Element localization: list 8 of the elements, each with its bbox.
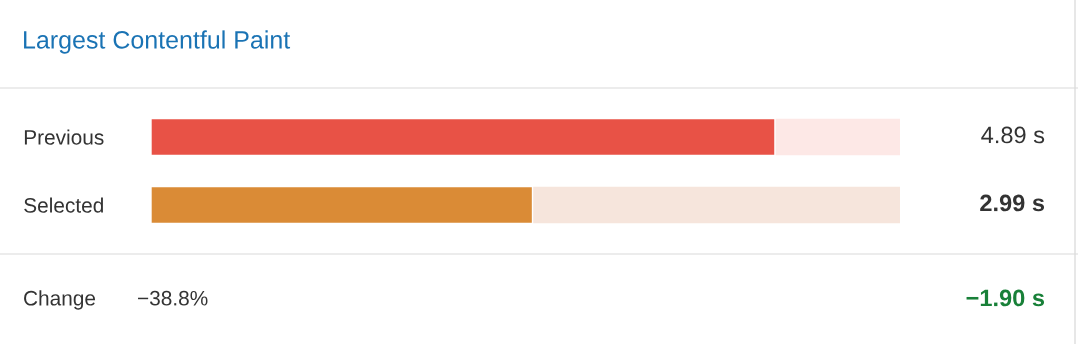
y-tick-label: Previous — [24, 129, 104, 145]
y-tick-label: Selected — [24, 197, 103, 213]
text: −1.90 s — [966, 289, 1045, 307]
text: −38.8% — [138, 290, 208, 306]
chart-title: Largest Contentful Paint — [24, 30, 291, 54]
data-label: 2.99 s — [980, 194, 1045, 212]
data-label: 4.89 s — [981, 126, 1045, 144]
text: Change — [24, 290, 96, 310]
